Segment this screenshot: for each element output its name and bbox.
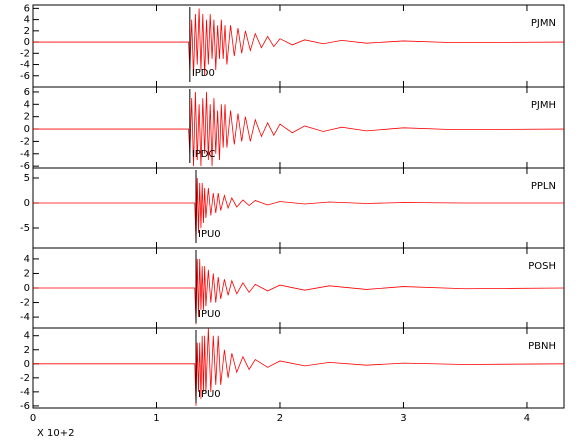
station-label: PBNH xyxy=(528,341,556,352)
phase-pick-label: IPDC xyxy=(192,149,216,160)
panel-frame xyxy=(32,167,565,249)
y-tick-label: -5 xyxy=(20,223,30,234)
y-tick-label: 2 xyxy=(24,268,30,279)
phase-pick-label: IPU0 xyxy=(198,309,221,320)
y-tick-label: 6 xyxy=(24,3,30,14)
x-tick-label: 0 xyxy=(30,413,36,424)
y-tick-label: -2 xyxy=(20,373,30,384)
waveform xyxy=(33,177,564,244)
x-tick-label: 1 xyxy=(153,413,159,424)
panel-frame xyxy=(32,327,565,409)
y-tick-label: 5 xyxy=(24,173,30,184)
y-tick-label: -4 xyxy=(20,60,30,71)
y-tick-label: 0 xyxy=(24,37,30,48)
y-tick-label: 0 xyxy=(24,359,30,370)
panel-frame xyxy=(32,4,565,88)
x-tick-label: 3 xyxy=(400,413,406,424)
waveform xyxy=(33,91,565,167)
phase-pick-label: IPD0 xyxy=(192,68,215,79)
station-label: POSH xyxy=(528,261,556,272)
y-tick-label: -2 xyxy=(20,136,30,147)
y-tick-label: -2 xyxy=(20,48,30,59)
station-label: PJMN xyxy=(531,18,556,29)
y-tick-label: -6 xyxy=(20,161,30,172)
y-tick-label: 4 xyxy=(24,254,30,265)
waveform xyxy=(33,8,565,76)
x-axis-label: X 10+2 xyxy=(37,428,75,439)
y-tick-label: -6 xyxy=(20,71,30,82)
waveform xyxy=(33,258,565,325)
y-tick-label: 6 xyxy=(24,87,30,98)
y-tick-label: 2 xyxy=(24,345,30,356)
panel-frame xyxy=(32,86,565,169)
y-tick-label: 4 xyxy=(24,331,30,342)
y-tick-label: -6 xyxy=(20,401,30,412)
y-tick-label: 2 xyxy=(24,26,30,37)
y-tick-label: 4 xyxy=(24,99,30,110)
y-tick-label: 0 xyxy=(24,283,30,294)
station-label: PJMH xyxy=(531,100,556,111)
y-tick-label: -2 xyxy=(20,298,30,309)
y-tick-label: 4 xyxy=(24,15,30,26)
y-tick-label: -4 xyxy=(20,387,30,398)
phase-pick-label: IPU0 xyxy=(198,229,221,240)
y-tick-label: 0 xyxy=(24,124,30,135)
phase-pick-label: IPU0 xyxy=(198,389,221,400)
y-tick-label: -4 xyxy=(20,312,30,323)
waveform xyxy=(33,328,565,406)
y-tick-label: 0 xyxy=(24,198,30,209)
x-tick-label: 2 xyxy=(277,413,283,424)
station-label: PPLN xyxy=(531,181,556,192)
x-tick-label: 4 xyxy=(524,413,530,424)
y-tick-label: 2 xyxy=(24,112,30,123)
y-tick-label: -4 xyxy=(20,149,30,160)
